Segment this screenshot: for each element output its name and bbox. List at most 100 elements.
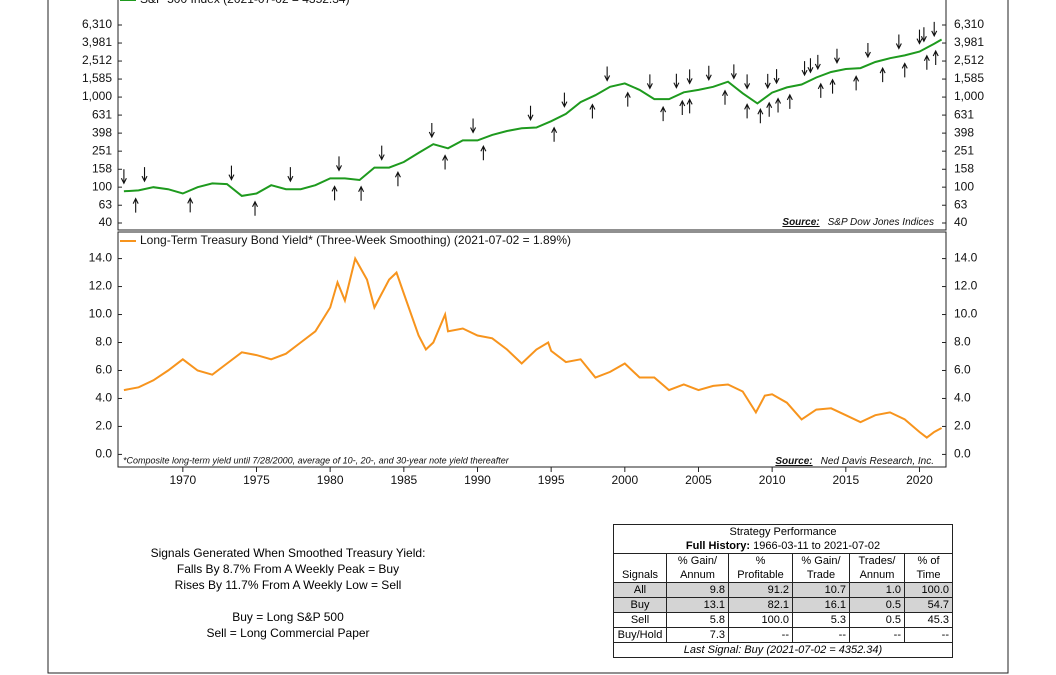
plot-frame <box>117 0 947 231</box>
cell: 54.7 <box>904 597 953 613</box>
sell-arrow <box>916 29 923 45</box>
buy-arrow <box>480 145 487 161</box>
x-tick-label: 2005 <box>685 473 712 487</box>
sell-arrow <box>864 43 871 59</box>
cell: 9.8 <box>666 582 729 598</box>
y-tick-label: 6.0 <box>95 363 112 377</box>
x-tick-label: 1990 <box>464 473 491 487</box>
y-tick-label: 398 <box>92 125 112 139</box>
y-tick-label: 4.0 <box>95 391 112 405</box>
sell-arrow <box>744 74 751 90</box>
table-title-row: Strategy Performance Full History: 1966-0… <box>613 524 953 554</box>
sell-arrow <box>686 69 693 85</box>
cell: 45.3 <box>904 612 953 628</box>
cell: 5.3 <box>792 612 850 628</box>
cell: 7.3 <box>666 627 729 643</box>
cell: 82.1 <box>728 597 793 613</box>
sell-arrow <box>470 118 477 134</box>
sell-arrow <box>428 123 435 139</box>
buy-arrow <box>757 108 764 124</box>
sell-arrow <box>604 66 611 82</box>
cell: 5.8 <box>666 612 729 628</box>
y-tick-label: 631 <box>954 107 974 121</box>
header-cell: % Profitable <box>728 553 793 583</box>
header-line: % Gain/ <box>801 555 841 567</box>
sell-arrow <box>287 167 294 183</box>
x-tick-label: 1985 <box>390 473 417 487</box>
sell-arrow <box>730 64 737 80</box>
header-cell: % of Time <box>904 553 953 583</box>
sell-arrow <box>895 34 902 50</box>
y-tick-label: 2.0 <box>954 419 971 433</box>
y-tick-label: 4.0 <box>954 391 971 405</box>
header-line: Time <box>916 569 941 581</box>
header-line: Signals <box>621 569 659 581</box>
x-tick-label: 2000 <box>611 473 638 487</box>
note: Buy = Long S&P 500 <box>232 610 344 624</box>
x-tick-label: 2015 <box>832 473 859 487</box>
table-row: Buy/Hold 7.3 -- -- -- -- <box>613 627 953 643</box>
notes: Signals Generated When Smoothed Treasury… <box>128 545 448 641</box>
source-text: S&P Dow Jones Indices <box>828 217 934 228</box>
buy-arrow <box>679 99 686 115</box>
cell: 16.1 <box>792 597 850 613</box>
sell-arrow <box>561 92 568 108</box>
sell-arrow <box>336 156 342 172</box>
cell: 0.5 <box>849 612 905 628</box>
note: Rises By 11.7% From A Weekly Low = Sell <box>174 578 402 592</box>
buy-arrow <box>879 66 886 83</box>
sell-arrow <box>764 73 771 90</box>
y-tick-label: 8.0 <box>954 335 971 349</box>
table-title: Strategy Performance Full History: 1966-0… <box>613 524 953 554</box>
header-cell: Signals <box>613 553 667 583</box>
x-tick-label: 1995 <box>538 473 565 487</box>
footnote: *Composite long-term yield until 7/28/20… <box>123 455 510 465</box>
header-line: Trades/ <box>858 555 896 567</box>
sell-arrow <box>773 69 780 85</box>
header-cell: % Gain/Trade <box>792 553 850 583</box>
y-tick-label: 10.0 <box>954 307 978 321</box>
source-label: Source: <box>775 456 812 467</box>
buy-arrow <box>786 93 793 109</box>
note: Sell = Long Commercial Paper <box>206 626 370 640</box>
buy-arrow <box>923 54 930 70</box>
table-row: All 9.8 91.2 10.7 1.0 100.0 <box>613 582 953 598</box>
buy-arrow <box>853 75 860 91</box>
y-tick-label: 2,512 <box>954 53 984 67</box>
cell: -- <box>849 627 905 643</box>
subtitle-label: Full History: <box>685 540 751 552</box>
sell-arrow <box>120 169 127 185</box>
cell: 13.1 <box>666 597 729 613</box>
buy-arrow <box>589 103 596 119</box>
y-tick-label: 398 <box>954 125 974 139</box>
subtitle-text: 1966-03-11 to 2021-07-02 <box>753 540 881 552</box>
buy-arrow <box>901 62 908 78</box>
header-line: % of <box>917 555 940 567</box>
buy-arrow <box>686 98 693 114</box>
cell: -- <box>792 627 850 643</box>
buy-arrow <box>775 97 782 113</box>
table-row: Sell 5.8 100.0 5.3 0.5 45.3 <box>613 612 953 628</box>
legend-label: S&P 500 Index (2021-07-02 = 4352.34) <box>140 0 350 6</box>
source-text: Ned Davis Research, Inc. <box>821 456 934 467</box>
y-tick-label: 158 <box>92 161 112 175</box>
buy-arrow <box>829 78 836 94</box>
cell: Sell <box>613 612 667 628</box>
y-tick-label: 63 <box>99 197 113 211</box>
y-tick-label: 1,585 <box>82 71 112 85</box>
y-tick-label: 40 <box>99 215 113 229</box>
source: Source: S&P Dow Jones Indices <box>782 217 934 228</box>
header-line: Profitable <box>737 569 784 581</box>
buy-arrow <box>624 91 631 107</box>
sell-arrow <box>228 165 235 181</box>
buy-arrow <box>132 197 139 213</box>
buy-arrow <box>252 200 259 216</box>
buy-arrow <box>551 126 558 142</box>
sell-arrow <box>378 145 385 161</box>
subtitle: Full History: 1966-03-11 to 2021-07-02 <box>617 539 949 553</box>
buy-arrow <box>358 185 365 201</box>
sell-arrow <box>920 27 927 43</box>
buy-arrow <box>442 154 449 170</box>
cell: 100.0 <box>728 612 793 628</box>
